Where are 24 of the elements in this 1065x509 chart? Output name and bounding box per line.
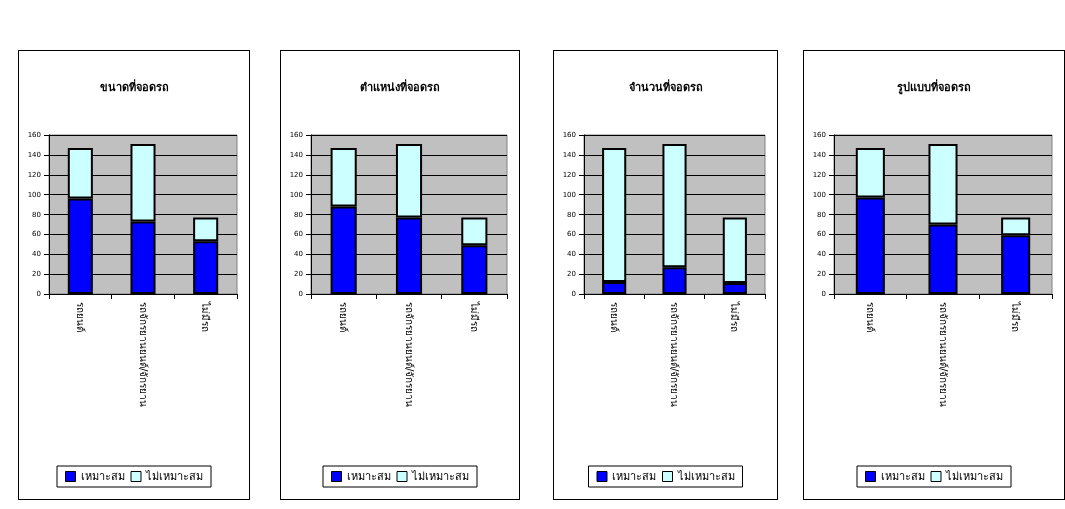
legend-label: ไม่เหมาะสม	[411, 470, 469, 483]
legend-label: เหมาะสม	[346, 470, 391, 483]
x-tick-label: รถยนต์	[338, 302, 350, 332]
x-tick-label: รถจักรยานยนต์/จักรยาน	[937, 302, 949, 408]
chart-title: จำนวนที่จอดรถ	[628, 79, 703, 94]
chart-title: ขนาดที่จอดรถ	[99, 79, 169, 94]
x-tick-label: ไม่มีรถ	[1010, 301, 1022, 332]
x-tick-label: รถยนต์	[74, 302, 86, 332]
legend-label: เหมาะสม	[80, 470, 125, 483]
x-tick-label: รถจักรยานยนต์/จักรยาน	[669, 302, 680, 408]
x-tick-label: รถจักรยานยนต์/จักรยาน	[137, 302, 149, 408]
chart-title: รูปแบบที่จอดรถ	[897, 79, 971, 95]
x-tick-label: รถยนต์	[864, 302, 876, 332]
x-tick-label: รถยนต์	[608, 302, 620, 332]
x-tick-label: ไม่มีรถ	[200, 301, 212, 332]
x-tick-label: ไม่มีรถ	[468, 301, 480, 332]
legend-label: เหมาะสม	[880, 470, 925, 483]
legend-label: ไม่เหมาะสม	[676, 470, 735, 483]
legend-label: เหมาะสม	[612, 470, 656, 483]
chart-title: ตำแหน่งที่จอดรถ	[360, 79, 440, 94]
x-tick-label: รถจักรยานยนต์/จักรยาน	[403, 302, 415, 408]
legend-label: ไม่เหมาะสม	[145, 470, 203, 483]
x-tick-label: ไม่มีรถ	[729, 301, 741, 332]
legend-label: ไม่เหมาะสม	[945, 470, 1003, 483]
